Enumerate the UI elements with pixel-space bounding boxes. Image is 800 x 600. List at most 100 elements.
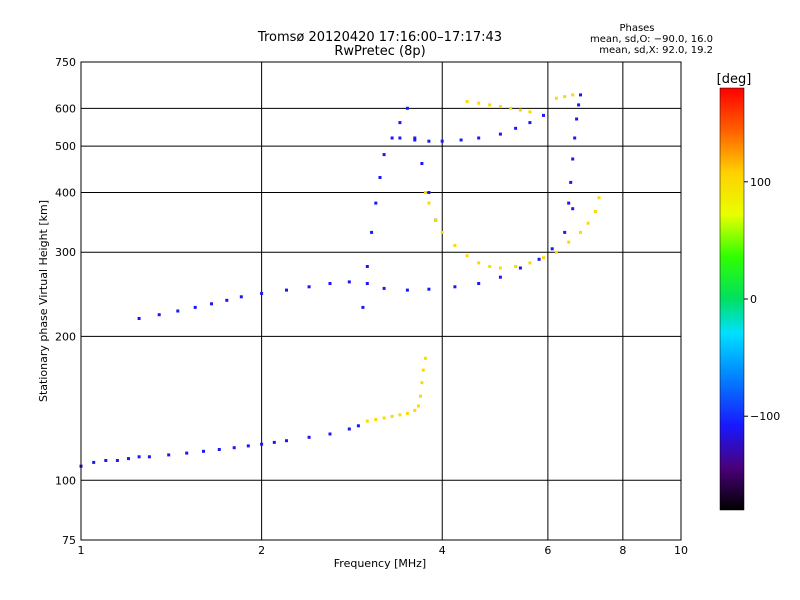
stats-line-x: mean, sd,X: 92.0, 19.2	[599, 45, 713, 56]
data-point	[272, 440, 276, 444]
data-point	[498, 132, 502, 136]
data-point	[518, 266, 522, 270]
data-point	[193, 305, 197, 309]
data-point	[514, 126, 518, 130]
y-tick-label: 300	[55, 246, 76, 259]
data-point	[554, 250, 558, 254]
data-point	[427, 139, 431, 143]
data-point	[567, 201, 571, 205]
data-point	[597, 196, 601, 200]
stats-line-o: mean, sd,O: −90.0, 16.0	[590, 34, 713, 45]
data-point	[554, 96, 558, 100]
data-points	[79, 93, 601, 468]
data-point	[328, 432, 332, 436]
data-point	[382, 286, 386, 290]
data-point	[528, 121, 532, 125]
data-point	[361, 305, 365, 309]
data-point	[260, 442, 264, 446]
data-point	[239, 295, 243, 299]
data-point	[537, 257, 541, 261]
data-point	[488, 265, 492, 268]
colorbar	[719, 87, 745, 511]
colorbar-ticks: 100 0 −100	[744, 176, 780, 423]
data-point	[571, 207, 575, 211]
x-tick-label: 10	[674, 544, 688, 557]
data-point	[225, 298, 229, 302]
data-point	[390, 414, 394, 418]
data-point	[416, 404, 420, 408]
y-tick-label: 200	[55, 330, 76, 343]
data-point	[365, 282, 369, 285]
x-tick-label: 6	[544, 544, 551, 557]
chart-subtitle: RwPretec (8p)	[334, 44, 425, 59]
data-point	[427, 191, 431, 194]
data-point	[390, 136, 394, 140]
data-point	[477, 101, 481, 105]
x-tick-label: 2	[258, 544, 265, 557]
data-point	[115, 459, 119, 462]
data-point	[427, 201, 431, 205]
y-tick-label: 75	[62, 534, 76, 547]
data-point	[577, 103, 581, 107]
y-tick-label: 750	[55, 56, 76, 69]
chart-title: Tromsø 20120420 17:16:00–17:17:43	[257, 30, 502, 45]
x-tick-label: 1	[78, 544, 85, 557]
data-point	[285, 439, 288, 443]
data-point	[571, 157, 575, 161]
data-point	[498, 266, 502, 270]
colorbar-label: [deg]	[717, 72, 752, 87]
data-point	[465, 100, 469, 103]
data-point	[465, 254, 469, 258]
data-point	[550, 247, 554, 251]
data-point	[398, 121, 402, 125]
data-point	[423, 191, 427, 194]
data-point	[246, 444, 250, 448]
data-point	[440, 230, 444, 234]
data-point	[567, 240, 571, 244]
data-point	[405, 106, 409, 110]
y-tick-label: 500	[55, 140, 76, 153]
data-point	[498, 275, 502, 279]
data-point	[528, 110, 532, 114]
stats-header: Phases	[619, 23, 654, 34]
data-point	[137, 455, 141, 459]
data-point	[176, 309, 180, 313]
data-point	[405, 411, 409, 415]
data-point	[202, 449, 205, 453]
colorbar-tick-label: −100	[750, 410, 780, 423]
data-point	[434, 218, 438, 222]
data-point	[423, 356, 427, 360]
data-point	[477, 261, 481, 265]
data-point	[104, 459, 108, 462]
data-point	[260, 291, 264, 295]
data-point	[509, 106, 513, 110]
colorbar-tick-label: 100	[750, 176, 771, 189]
data-point	[382, 153, 386, 157]
data-point	[285, 288, 288, 292]
data-point	[167, 453, 171, 457]
data-point	[92, 460, 96, 464]
data-point	[528, 261, 532, 265]
x-tick-label: 8	[619, 544, 626, 557]
data-point	[453, 285, 457, 289]
y-tick-label: 100	[55, 474, 76, 487]
data-point	[307, 285, 311, 289]
data-point	[365, 265, 369, 268]
data-point	[217, 448, 221, 451]
data-point	[328, 282, 332, 285]
x-axis-ticks: 1 2 4 6 8 10	[78, 544, 689, 557]
data-point	[571, 93, 575, 97]
data-point	[370, 230, 374, 234]
data-point	[307, 435, 311, 439]
data-point	[569, 180, 573, 184]
y-axis-label: Stationary phase Virtual Height [km]	[37, 200, 50, 402]
data-point	[147, 455, 151, 459]
grid-lines	[81, 62, 681, 540]
data-point	[374, 201, 378, 205]
data-point	[498, 105, 502, 109]
data-point	[477, 282, 481, 285]
data-point	[378, 176, 382, 179]
data-point	[514, 265, 518, 268]
y-axis-ticks: 75 100 200 300 400 500 600 750	[55, 56, 76, 547]
data-point	[382, 416, 386, 420]
